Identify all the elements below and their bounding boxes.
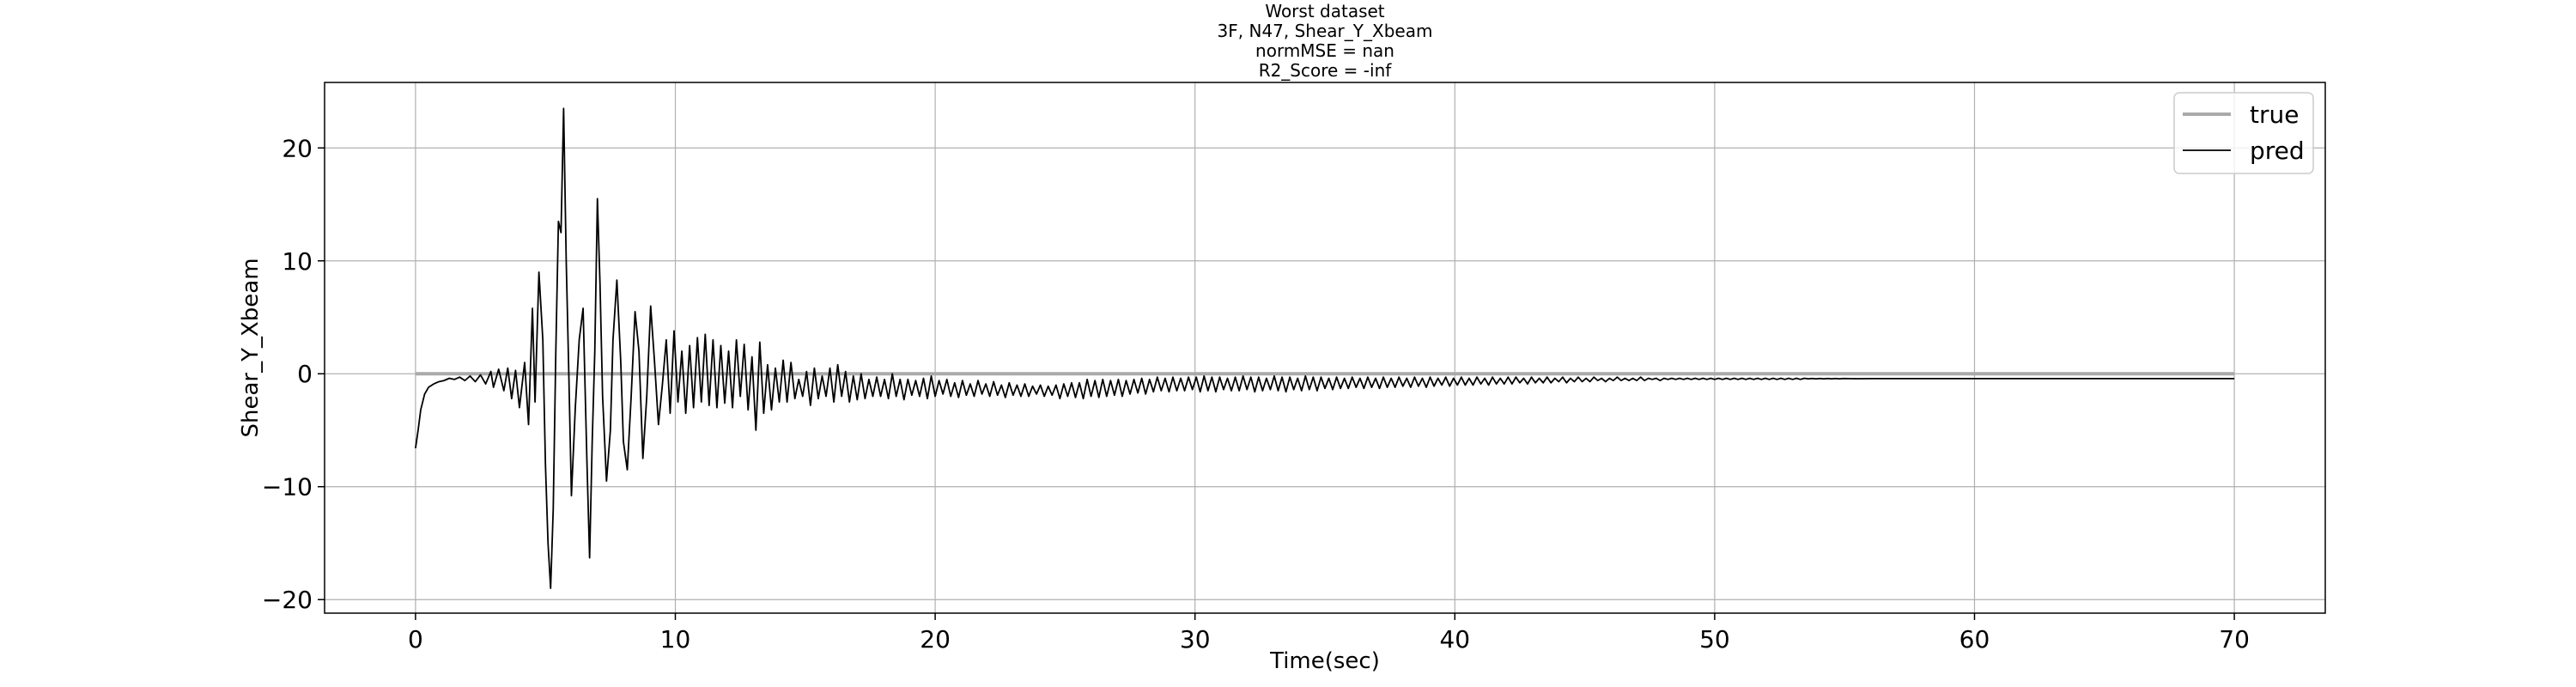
y-tick-label: −10	[262, 473, 313, 502]
x-tick-label: 20	[920, 625, 951, 654]
plot-frame	[324, 82, 2326, 614]
series-line-pred	[415, 107, 2235, 589]
x-tick-label: 50	[1699, 625, 1730, 654]
title-line-3: normMSE = nan	[1255, 40, 1394, 61]
y-tick-label: 10	[282, 247, 313, 276]
plot-area	[325, 82, 2325, 613]
y-tick-label: 0	[297, 360, 313, 388]
y-axis-ticks: −20 −10 0 10 20	[262, 134, 325, 614]
legend: true pred	[2173, 92, 2314, 174]
x-axis-ticks: 0 10 20 30 40 50 60 70	[408, 613, 2250, 654]
chart-title: Worst dataset 3F, N47, Shear_Y_Xbeam nor…	[1218, 1, 1433, 81]
grid	[325, 82, 2325, 613]
y-axis-label: Shear_Y_Xbeam	[238, 258, 264, 437]
legend-label-pred: pred	[2250, 137, 2305, 165]
title-line-2: 3F, N47, Shear_Y_Xbeam	[1218, 21, 1433, 41]
x-tick-label: 60	[1959, 625, 1990, 654]
x-tick-label: 10	[660, 625, 691, 654]
legend-label-true: true	[2250, 100, 2299, 129]
x-tick-label: 40	[1439, 625, 1470, 654]
x-tick-label: 30	[1180, 625, 1211, 654]
y-tick-label: 20	[282, 134, 313, 162]
y-tick-label: −20	[262, 586, 313, 614]
title-line-1: Worst dataset	[1265, 1, 1384, 21]
x-tick-label: 70	[2219, 625, 2250, 654]
x-axis-label: Time(sec)	[1269, 648, 1380, 674]
x-tick-label: 0	[408, 625, 423, 654]
series-layer	[415, 107, 2235, 589]
title-line-4: R2_Score = -inf	[1259, 60, 1393, 81]
